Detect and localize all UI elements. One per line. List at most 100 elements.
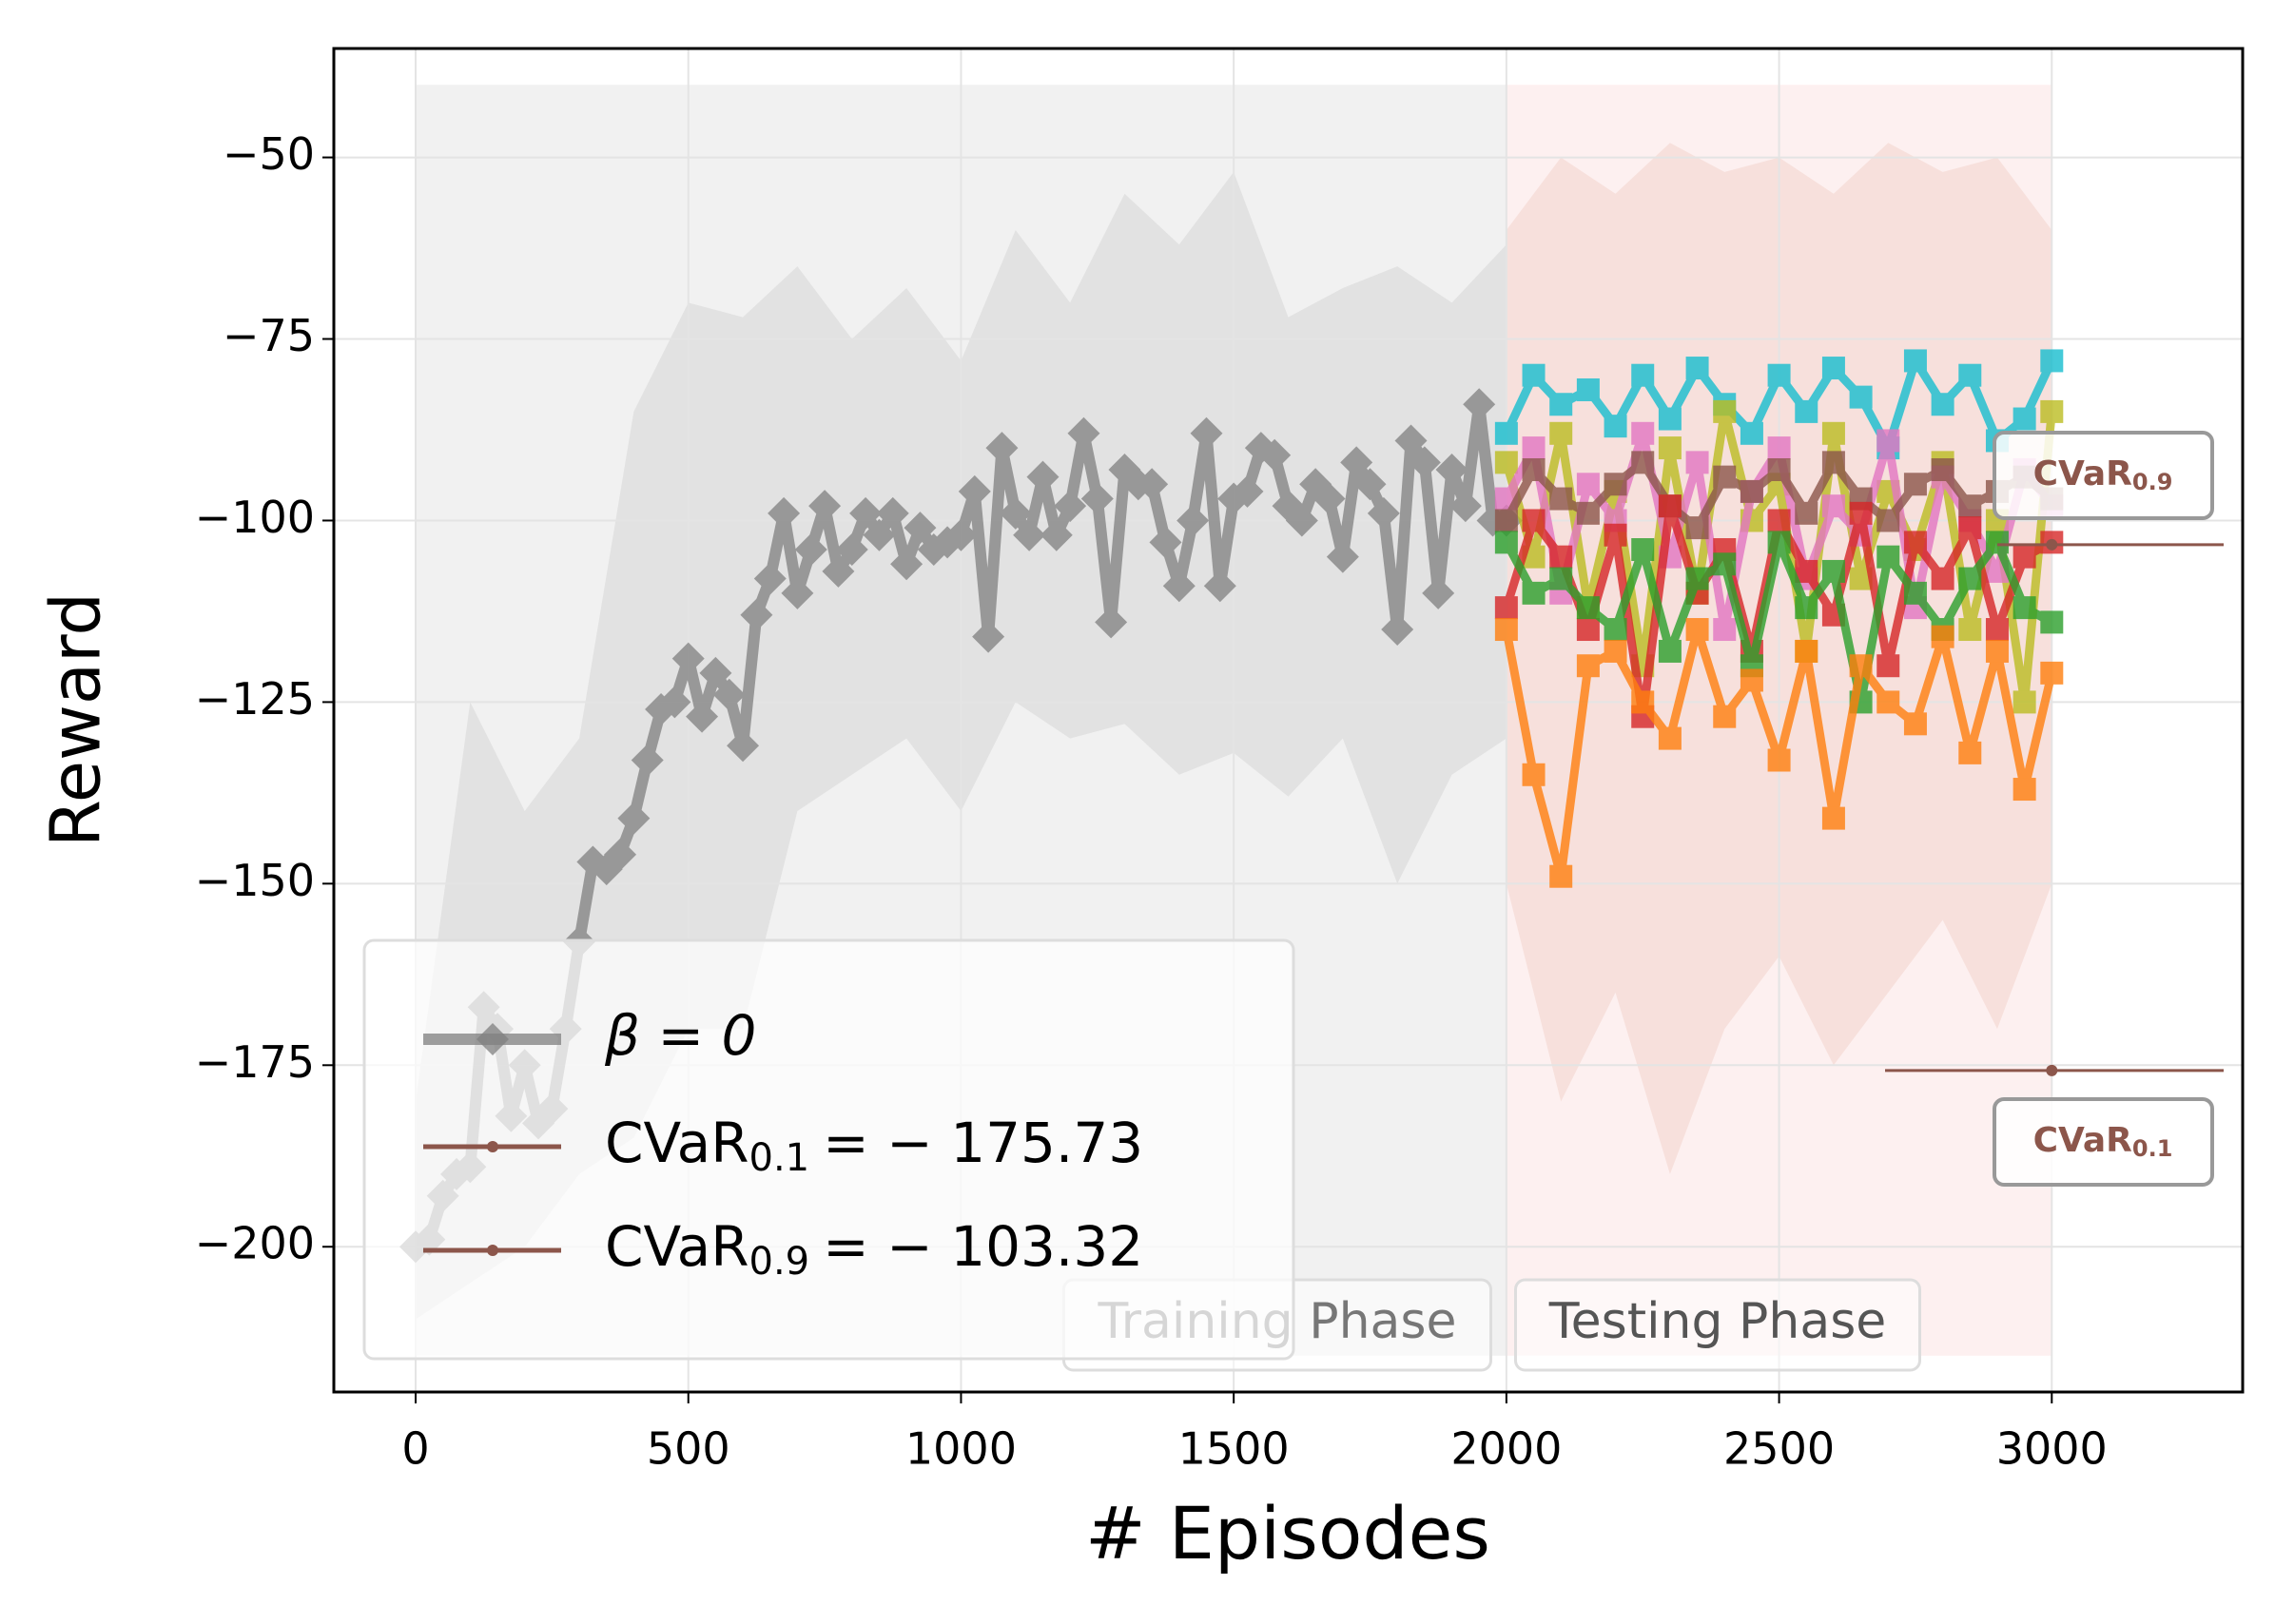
data-point (1658, 407, 1682, 431)
data-point (1903, 712, 1927, 736)
data-point (1494, 451, 1518, 474)
data-point (1576, 473, 1600, 496)
data-point (1821, 357, 1845, 380)
annotation-text: CVaR0.1 (2033, 1121, 2173, 1162)
data-point (768, 496, 801, 530)
data-point (1821, 421, 1845, 445)
data-point (1931, 393, 1954, 416)
y-tick-label: −175 (195, 1036, 315, 1088)
data-point (1958, 567, 1982, 590)
data-point (2040, 349, 2064, 373)
data-point (1449, 490, 1482, 523)
data-point (1767, 436, 1791, 460)
data-point (1821, 451, 1845, 474)
x-axis-label: # Episodes (1085, 1491, 1490, 1576)
data-point (1985, 618, 2009, 642)
data-point (1958, 494, 1982, 518)
data-point (1549, 393, 1573, 416)
data-point (1522, 763, 1546, 786)
data-point (1685, 451, 1709, 474)
x-tick-label: 2500 (1723, 1423, 1835, 1475)
data-point (1394, 424, 1428, 457)
data-point (604, 838, 637, 871)
legend-marker (476, 1023, 509, 1055)
data-point (1231, 474, 1264, 508)
data-point (753, 562, 787, 595)
data-point (1258, 438, 1292, 472)
data-point (1985, 531, 2009, 554)
data-point (1849, 501, 1873, 525)
data-point (1353, 468, 1387, 501)
data-point (1903, 349, 1927, 373)
x-tick-label: 500 (647, 1423, 730, 1475)
data-point (617, 802, 651, 835)
annotation-text-main: CVaR (2033, 454, 2132, 493)
legend-label-main: CVaR (605, 1111, 749, 1175)
annotation-box (1993, 431, 2214, 520)
data-point (1685, 567, 1709, 590)
series (1494, 349, 2064, 460)
y-tick-label: −150 (195, 855, 315, 906)
data-point (1740, 479, 1763, 503)
data-point (1149, 526, 1182, 559)
legend-label-sub: 0.9 (749, 1240, 810, 1284)
data-point (1767, 748, 1791, 772)
data-point (1326, 540, 1359, 573)
data-point (1795, 501, 1818, 525)
axes-frame (332, 47, 2245, 1394)
data-point (944, 518, 978, 551)
data-point (1713, 705, 1737, 728)
data-point (2040, 610, 2064, 634)
legend-marker (487, 1141, 498, 1152)
annotation-text-main: CVaR (2033, 1121, 2132, 1160)
legend-label-main: CVaR (605, 1214, 749, 1279)
series (1494, 618, 2064, 888)
y-axis-label: Reward (36, 592, 116, 847)
data-point (1685, 516, 1709, 540)
data-point (1876, 690, 1900, 714)
data-point (1713, 618, 1737, 642)
data-point (1985, 639, 2009, 663)
data-point (686, 700, 719, 733)
data-point (1795, 639, 1818, 663)
y-tick-label: −75 (223, 310, 315, 361)
phase-label-box (1514, 1278, 1921, 1372)
x-tick-label: 0 (401, 1423, 429, 1475)
data-point (1576, 377, 1600, 401)
data-point (1658, 436, 1682, 460)
data-point (699, 656, 732, 689)
data-point (2040, 399, 2064, 423)
data-point (1522, 436, 1546, 460)
x-tick-label: 1000 (905, 1423, 1017, 1475)
data-point (1203, 570, 1236, 603)
data-point (1958, 516, 1982, 540)
data-point (740, 598, 773, 631)
data-point (1740, 668, 1763, 692)
data-point (1549, 421, 1573, 445)
data-point (1040, 518, 1073, 551)
data-point (1604, 523, 1627, 547)
data-point (1740, 421, 1763, 445)
data-point (1067, 416, 1100, 450)
series (1494, 531, 2064, 714)
data-point (1494, 509, 1518, 532)
series (399, 388, 1523, 1264)
data-point (999, 496, 1032, 530)
data-point (1876, 429, 1900, 453)
data-point (1604, 618, 1627, 642)
data-point (1631, 421, 1655, 445)
data-point (1713, 399, 1737, 423)
data-point (1549, 864, 1573, 888)
legend-label-value: = − 103.32 (823, 1214, 1143, 1279)
data-point (1494, 421, 1518, 445)
data-point (1285, 504, 1318, 537)
data-point (2012, 407, 2036, 431)
data-point (1903, 531, 1927, 554)
x-tick-label: 3000 (1996, 1423, 2108, 1475)
data-point (1576, 501, 1600, 525)
y-tick-label: −100 (195, 492, 315, 543)
annotation-box (1993, 1097, 2214, 1187)
data-point (1795, 596, 1818, 620)
data-point (1849, 654, 1873, 678)
